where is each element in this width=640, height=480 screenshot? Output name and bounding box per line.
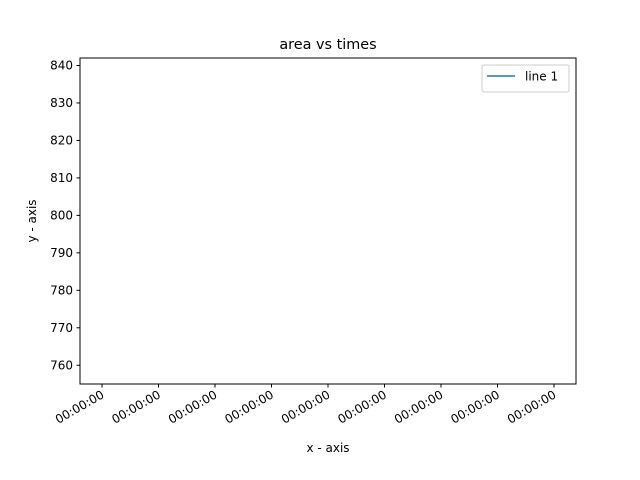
y-tick-label: 830 xyxy=(50,96,73,110)
y-axis-label: y - axis xyxy=(25,199,39,242)
y-tick-label: 840 xyxy=(50,59,73,73)
y-tick-label: 770 xyxy=(50,321,73,335)
y-tick-label: 810 xyxy=(50,171,73,185)
y-tick-label: 780 xyxy=(50,284,73,298)
plot-frame xyxy=(79,57,577,385)
y-tick-label: 760 xyxy=(50,358,73,372)
legend: line 1 xyxy=(481,64,570,93)
y-tick-label: 790 xyxy=(50,246,73,260)
x-axis-label: x - axis xyxy=(306,441,349,455)
y-axis-ticks: 760 770 780 790 800 810 820 830 840 xyxy=(50,59,80,372)
legend-box xyxy=(481,64,570,93)
y-tick-label: 820 xyxy=(50,134,73,148)
legend-label: line 1 xyxy=(525,70,558,84)
chart-title: area vs times xyxy=(279,37,376,53)
y-tick-label: 800 xyxy=(50,209,73,223)
